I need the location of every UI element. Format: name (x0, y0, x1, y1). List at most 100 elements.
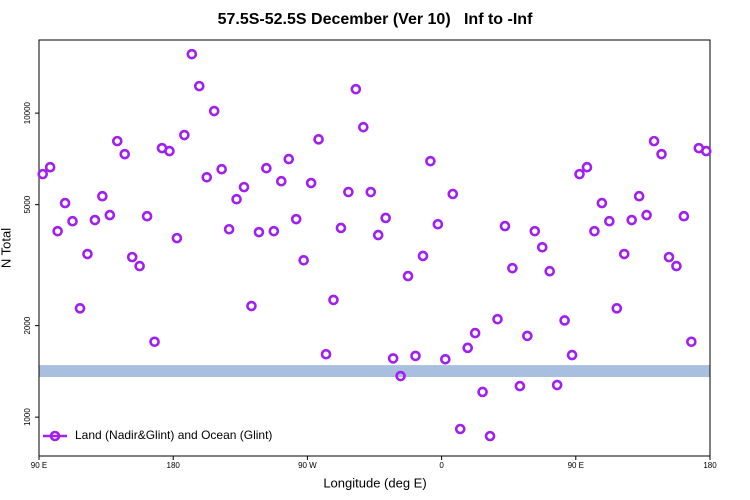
y-tick-label: 5000 (23, 195, 32, 213)
point (223, 223, 235, 235)
point (536, 241, 548, 253)
point (283, 153, 295, 165)
point (74, 303, 86, 314)
point (320, 348, 332, 360)
y-tick-label: 2000 (23, 316, 32, 334)
x-tick-label: 90 E (568, 461, 584, 470)
point (529, 225, 541, 237)
point (477, 386, 488, 398)
point (686, 336, 697, 348)
chart-title: 57.5S-52.5S December (Ver 10) Inf to -In… (218, 11, 533, 28)
legend-label: Land (Nadir&Glint) and Ocean (Glint) (75, 428, 272, 442)
point (268, 225, 280, 237)
point (171, 232, 183, 244)
y-tick-label: 10000 (23, 101, 32, 124)
point (454, 423, 466, 435)
point (462, 342, 473, 354)
point (596, 197, 608, 209)
point (328, 294, 339, 306)
point (469, 327, 481, 339)
point (656, 148, 667, 160)
point (305, 177, 317, 189)
point (253, 226, 265, 238)
point (559, 315, 570, 326)
point (618, 248, 630, 260)
point (216, 163, 227, 175)
point (499, 220, 511, 232)
point (350, 83, 362, 95)
legend-marker (49, 430, 61, 442)
point (335, 222, 347, 234)
point (604, 215, 615, 227)
point (37, 168, 49, 180)
point (566, 349, 578, 361)
point (484, 430, 496, 442)
x-tick-label: 0 (439, 461, 444, 470)
point (126, 251, 138, 263)
point (611, 303, 623, 314)
point (551, 379, 563, 391)
point (97, 190, 108, 202)
point (164, 145, 175, 157)
point (238, 181, 250, 193)
point (574, 168, 585, 180)
point (44, 161, 56, 173)
point (231, 193, 242, 205)
point (589, 225, 600, 237)
y-axis-label: N Total (0, 228, 13, 268)
point (678, 210, 690, 222)
point (59, 197, 71, 209)
point (440, 353, 451, 365)
point (507, 262, 518, 274)
point (67, 215, 78, 227)
point (358, 121, 369, 133)
x-axis-label: Longitude (deg E) (323, 475, 426, 490)
x-tick-label: 180 (703, 461, 717, 470)
x-tick-label: 90 W (298, 461, 317, 470)
point (492, 313, 503, 325)
point (186, 48, 198, 60)
point (208, 105, 220, 117)
point (298, 255, 309, 266)
point (514, 380, 526, 392)
point (417, 250, 429, 262)
point (313, 134, 324, 145)
point (410, 350, 421, 362)
point (276, 175, 287, 187)
point (52, 225, 63, 237)
point (119, 148, 131, 160)
point (82, 248, 93, 260)
point (633, 190, 645, 202)
x-tick-label: 180 (167, 461, 181, 470)
point (193, 80, 205, 92)
point (261, 162, 272, 174)
point (104, 209, 116, 221)
point (380, 212, 391, 224)
point (372, 229, 384, 241)
point (581, 161, 593, 173)
point (447, 188, 459, 200)
point (365, 186, 377, 198)
point (671, 260, 682, 272)
point (134, 260, 145, 272)
point (402, 270, 414, 282)
point (544, 265, 556, 277)
point (425, 155, 436, 167)
plot-frame (38, 39, 711, 457)
point (111, 135, 123, 147)
point (522, 330, 533, 342)
point (290, 213, 302, 225)
point (89, 214, 101, 226)
point (641, 209, 652, 221)
point (343, 186, 354, 198)
y-tick-label: 1000 (23, 408, 32, 426)
point (395, 370, 406, 382)
point (141, 210, 153, 222)
band (39, 365, 710, 378)
point (246, 300, 257, 312)
x-tick-label: 90 E (31, 461, 47, 470)
point (201, 172, 213, 183)
point (626, 214, 638, 226)
point (149, 336, 160, 348)
